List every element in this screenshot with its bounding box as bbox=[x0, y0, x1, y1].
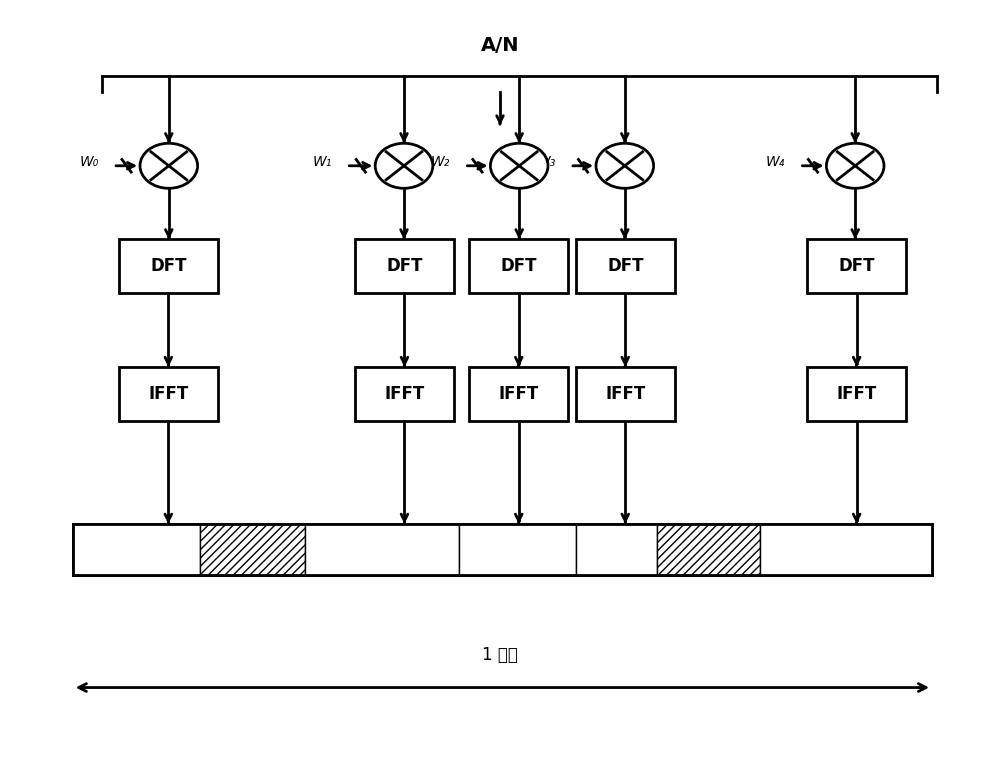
Bar bbox=[657, 524, 760, 575]
Text: DFT: DFT bbox=[150, 257, 187, 275]
Bar bbox=[355, 367, 454, 421]
Bar bbox=[355, 239, 454, 293]
Bar bbox=[73, 524, 932, 575]
Text: W₃: W₃ bbox=[536, 155, 556, 169]
Text: 1 时隙: 1 时隙 bbox=[482, 646, 518, 664]
Text: W₁: W₁ bbox=[313, 155, 332, 169]
Circle shape bbox=[375, 143, 433, 188]
Text: DFT: DFT bbox=[607, 257, 644, 275]
Text: W₄: W₄ bbox=[766, 155, 785, 169]
Bar bbox=[807, 367, 906, 421]
Bar bbox=[760, 524, 932, 575]
Text: W₂: W₂ bbox=[431, 155, 450, 169]
Text: DFT: DFT bbox=[838, 257, 875, 275]
Text: IFFT: IFFT bbox=[605, 385, 645, 403]
Text: A/N: A/N bbox=[481, 36, 519, 56]
Bar bbox=[305, 524, 459, 575]
Bar bbox=[119, 239, 218, 293]
Circle shape bbox=[826, 143, 884, 188]
Bar bbox=[469, 367, 568, 421]
Text: W₀: W₀ bbox=[79, 155, 99, 169]
Text: DFT: DFT bbox=[386, 257, 423, 275]
Circle shape bbox=[596, 143, 654, 188]
Bar bbox=[119, 367, 218, 421]
Text: IFFT: IFFT bbox=[499, 385, 539, 403]
Bar bbox=[73, 524, 200, 575]
Bar bbox=[576, 367, 675, 421]
Bar bbox=[459, 524, 576, 575]
Bar bbox=[807, 239, 906, 293]
Bar bbox=[200, 524, 305, 575]
Bar bbox=[73, 524, 932, 575]
Bar bbox=[576, 524, 657, 575]
Text: IFFT: IFFT bbox=[148, 385, 188, 403]
Bar bbox=[576, 239, 675, 293]
Text: IFFT: IFFT bbox=[384, 385, 425, 403]
Text: IFFT: IFFT bbox=[837, 385, 877, 403]
Circle shape bbox=[140, 143, 198, 188]
Text: DFT: DFT bbox=[500, 257, 537, 275]
Bar bbox=[469, 239, 568, 293]
Circle shape bbox=[490, 143, 548, 188]
